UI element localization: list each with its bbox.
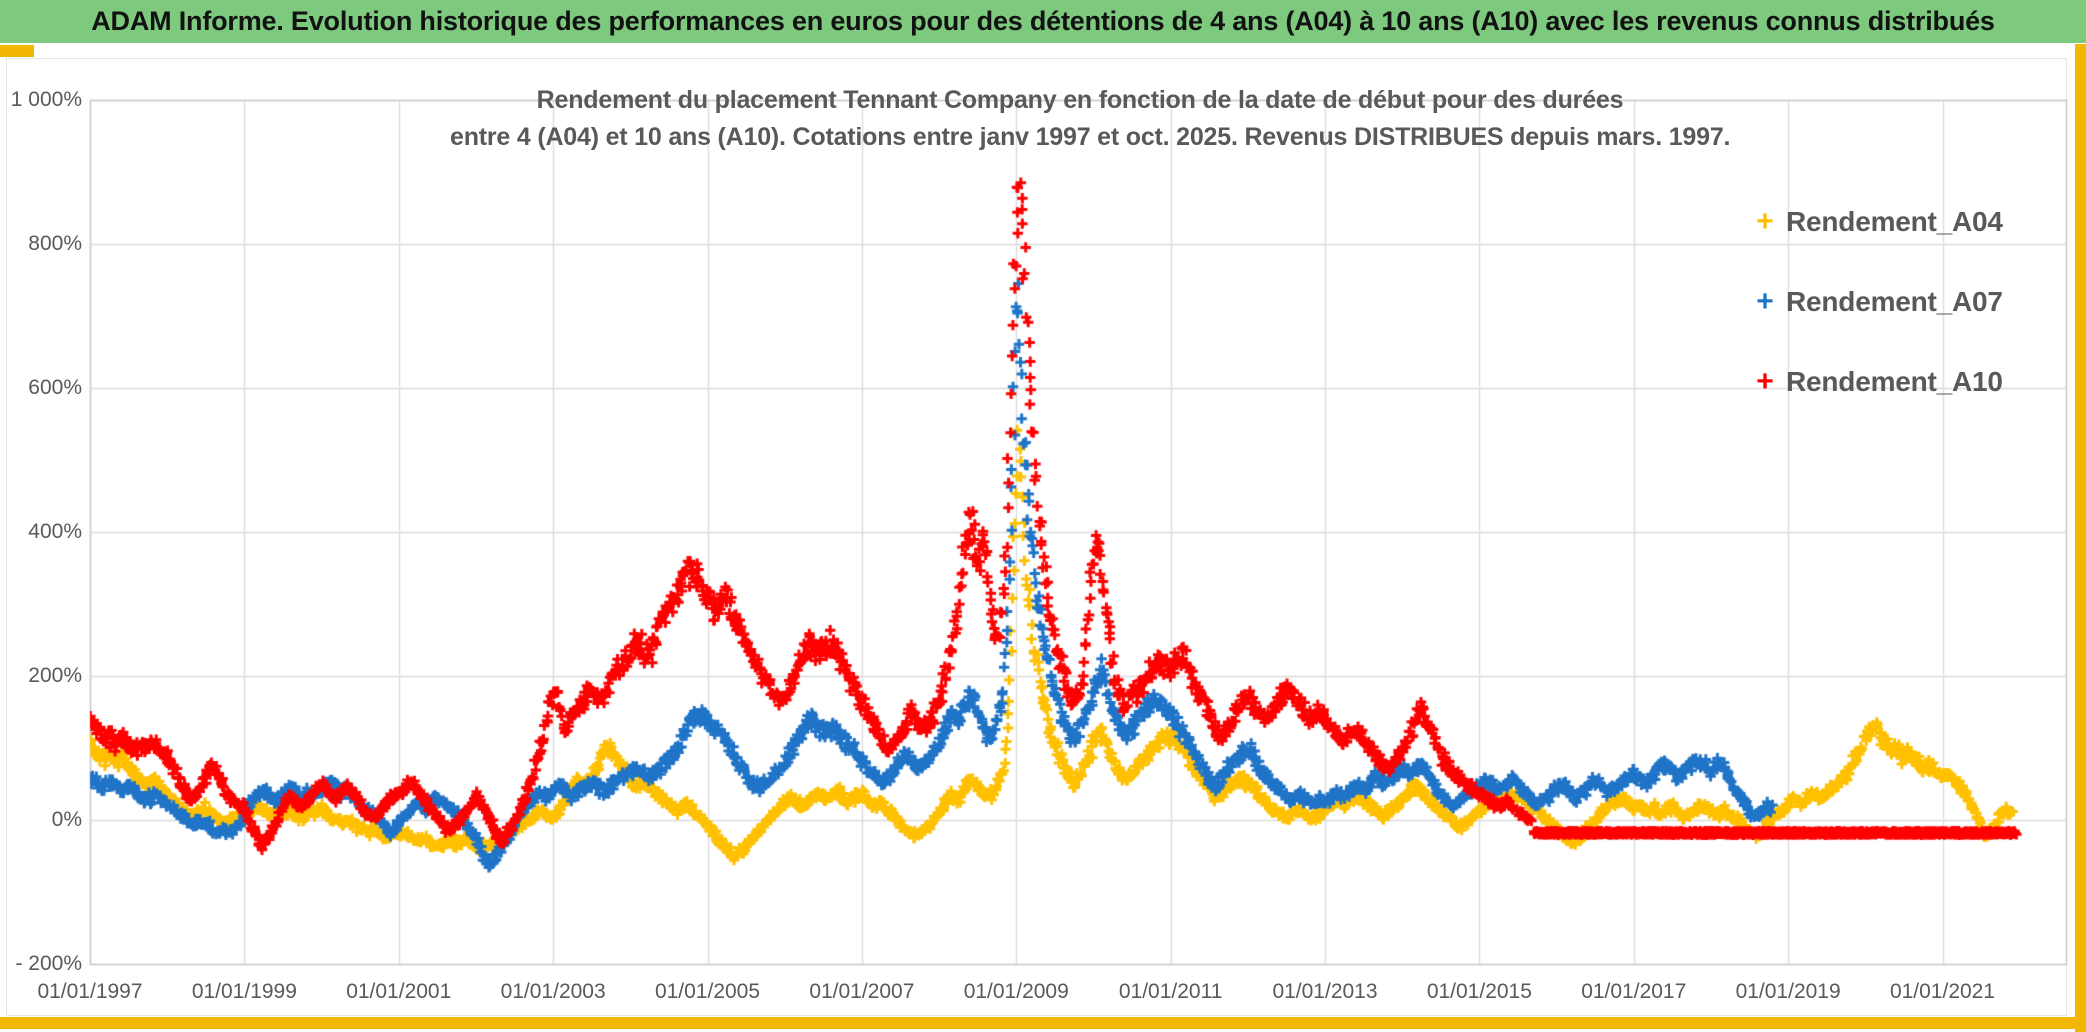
chart-title-line-2: entre 4 (A04) et 10 ans (A10). Cotations… [450, 123, 1731, 151]
x-axis-label: 01/01/1999 [191, 980, 297, 1003]
legend-item-rendement-a07[interactable]: + Rendement_A07 [1752, 280, 2003, 324]
x-axis-label: 01/01/2009 [963, 980, 1069, 1003]
legend-label: Rendement_A10 [1786, 366, 2003, 397]
legend-item-rendement-a10[interactable]: + Rendement_A10 [1752, 360, 2003, 404]
plus-marker-icon: + [1756, 205, 1774, 238]
x-axis-label: 01/01/2013 [1272, 980, 1378, 1003]
y-axis-label: - 200% [15, 952, 82, 975]
y-axis-label: 400% [28, 520, 82, 543]
y-axis-label: 200% [28, 664, 82, 687]
x-axis-label: 01/01/2011 [1118, 980, 1223, 1003]
y-axis-label: 800% [28, 232, 82, 255]
x-axis-label: 01/01/2021 [1889, 980, 1996, 1003]
y-axis-label: 0% [51, 808, 82, 831]
plus-marker-icon: + [1756, 285, 1774, 318]
legend-label: Rendement_A04 [1786, 206, 2003, 237]
x-axis-label: 01/01/2001 [346, 980, 452, 1003]
legend-label: Rendement_A07 [1786, 286, 2003, 317]
x-axis-label: 01/01/1997 [37, 980, 143, 1003]
x-axis-label: 01/01/2019 [1735, 980, 1841, 1003]
chart-legend: + Rendement_A04 + Rendement_A07 + Rendem… [1752, 200, 2003, 440]
x-axis-label: 01/01/2005 [654, 980, 761, 1003]
y-axis-label: 600% [28, 376, 82, 399]
chart-title-line-1: Rendement du placement Tennant Company e… [536, 86, 1624, 114]
x-axis-label: 01/01/2007 [809, 980, 915, 1003]
x-axis-label: 01/01/2003 [500, 980, 606, 1003]
y-axis-label: 1 000% [10, 88, 82, 111]
x-axis-label: 01/01/2015 [1426, 980, 1532, 1003]
plus-marker-icon: + [1756, 365, 1774, 398]
x-axis-label: 01/01/2017 [1581, 980, 1687, 1003]
legend-item-rendement-a04[interactable]: + Rendement_A04 [1752, 200, 2003, 244]
chart-title: Rendement du placement Tennant Company e… [450, 82, 1731, 156]
